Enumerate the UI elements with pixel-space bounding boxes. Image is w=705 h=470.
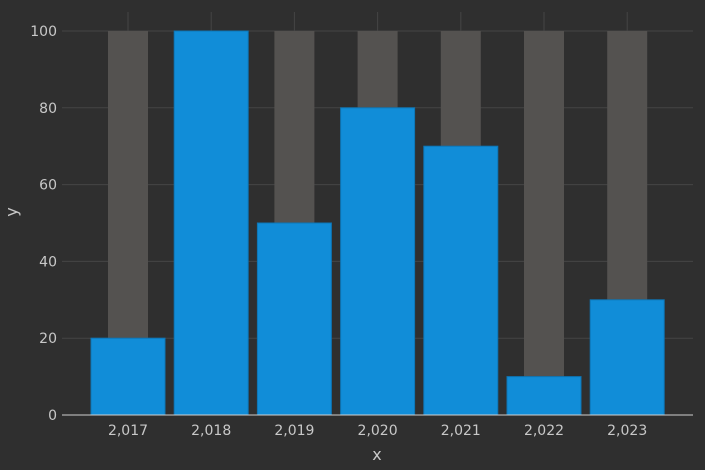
x-tick-label: 2,020 bbox=[358, 423, 398, 439]
y-tick-label: 40 bbox=[39, 254, 57, 270]
y-tick-label: 20 bbox=[39, 331, 57, 347]
bar-2,017 bbox=[90, 337, 166, 416]
y-tick-labels: 0 20 40 60 80 100 bbox=[30, 24, 57, 424]
y-tick-label: 80 bbox=[39, 101, 57, 117]
y-axis-title: y bbox=[2, 207, 21, 216]
y-tick-label: 0 bbox=[48, 408, 57, 424]
x-tick-label: 2,021 bbox=[441, 423, 481, 439]
bar-2,023 bbox=[589, 299, 665, 416]
y-tick-label: 100 bbox=[30, 24, 57, 40]
x-tick-label: 2,018 bbox=[191, 423, 231, 439]
data-bars bbox=[90, 30, 665, 416]
y-tick-label: 60 bbox=[39, 178, 57, 194]
x-tick-labels: 2,017 2,018 2,019 2,020 2,021 2,022 2,023 bbox=[108, 423, 647, 439]
bar-2,022 bbox=[506, 376, 582, 416]
x-tick-label: 2,023 bbox=[607, 423, 647, 439]
bar-2,019 bbox=[256, 222, 332, 416]
bar-2,020 bbox=[340, 107, 416, 416]
x-axis-title: x bbox=[372, 445, 381, 464]
x-tick-label: 2,019 bbox=[274, 423, 314, 439]
x-tick-label: 2,022 bbox=[524, 423, 564, 439]
x-tick-label: 2,017 bbox=[108, 423, 148, 439]
bar-2,021 bbox=[423, 145, 499, 416]
background-bar bbox=[524, 31, 564, 415]
bar-2,018 bbox=[173, 30, 249, 416]
